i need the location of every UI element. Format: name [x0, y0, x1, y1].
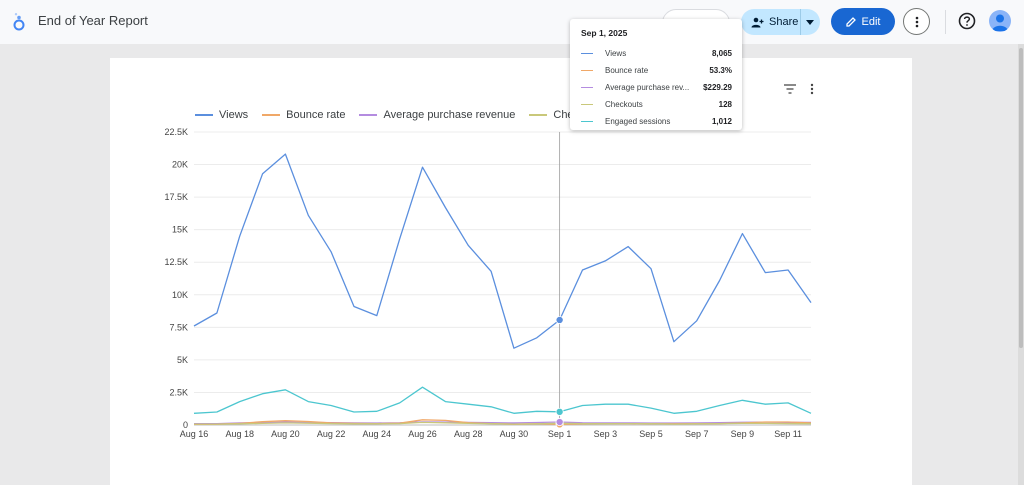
- tooltip-swatch: [581, 69, 593, 72]
- series-line-engaged-sessions: [193, 386, 812, 414]
- legend-label: Average purchase revenue: [383, 109, 516, 121]
- looker-studio-logo-icon[interactable]: [10, 12, 28, 32]
- edit-button[interactable]: Edit: [831, 8, 895, 35]
- x-tick-label: Sep 1: [548, 429, 572, 439]
- x-tick-label: Sep 9: [731, 429, 755, 439]
- hover-point: [555, 407, 564, 416]
- tooltip-row: Views 8,065: [581, 45, 732, 62]
- legend-item[interactable]: Average purchase revenue: [359, 109, 515, 121]
- tooltip-value: 128: [718, 100, 732, 109]
- tooltip-value: 8,065: [711, 49, 732, 58]
- y-tick-label: 15K: [172, 225, 188, 235]
- y-tick-label: 22.5K: [164, 127, 188, 137]
- tooltip-value: 53.3%: [709, 66, 732, 75]
- tooltip-row: Bounce rate 53.3%: [581, 62, 732, 79]
- y-tick-label: 5K: [177, 355, 188, 365]
- tooltip-value: 1,012: [711, 117, 732, 126]
- series-line-average-purchase-revenue: [193, 421, 812, 425]
- x-tick-label: Sep 7: [685, 429, 709, 439]
- report-title[interactable]: End of Year Report: [38, 13, 148, 28]
- scrollbar-thumb[interactable]: [1019, 48, 1023, 348]
- x-tick-label: Aug 18: [225, 429, 254, 439]
- x-tick-label: Aug 28: [454, 429, 483, 439]
- tooltip-row: Checkouts 128: [581, 96, 732, 113]
- share-dropdown[interactable]: [801, 9, 820, 35]
- x-tick-label: Sep 3: [594, 429, 618, 439]
- tooltip-swatch: [581, 52, 593, 55]
- x-tick-label: Sep 5: [639, 429, 663, 439]
- avatar[interactable]: [989, 10, 1011, 32]
- x-tick-label: Aug 24: [363, 429, 392, 439]
- hover-point: [555, 315, 564, 324]
- legend-swatch: [359, 114, 378, 116]
- toolbar-divider: [945, 10, 946, 34]
- y-tick-label: 10K: [172, 290, 188, 300]
- share-divider: [799, 9, 801, 35]
- legend-swatch: [195, 114, 213, 116]
- y-tick-label: 20K: [172, 160, 188, 170]
- help-icon[interactable]: [956, 10, 978, 32]
- add-person-icon: [751, 17, 764, 27]
- tooltip-label: Engaged sessions: [605, 117, 671, 126]
- tooltip-swatch: [581, 120, 593, 123]
- y-tick-label: 7.5K: [169, 322, 188, 332]
- tooltip-swatch: [581, 86, 593, 89]
- x-tick-label: Aug 22: [317, 429, 346, 439]
- tooltip-label: Checkouts: [605, 100, 643, 109]
- tooltip-swatch: [581, 103, 593, 106]
- y-tick-label: 12.5K: [164, 257, 188, 267]
- legend-item[interactable]: Views: [195, 109, 248, 121]
- legend-label: Views: [219, 109, 249, 121]
- y-tick-label: 2.5K: [169, 387, 188, 397]
- series-line-checkouts: [194, 421, 812, 425]
- tooltip-label: Bounce rate: [605, 66, 649, 75]
- share-main-action[interactable]: Share: [741, 9, 800, 35]
- legend-swatch: [262, 114, 281, 116]
- x-tick-label: Aug 16: [180, 429, 209, 439]
- legend-label: Bounce rate: [286, 109, 346, 121]
- more-vert-icon: [915, 16, 918, 27]
- caret-down-icon: [806, 19, 815, 25]
- account-icon: [992, 14, 1008, 31]
- x-tick-label: Aug 26: [408, 429, 437, 439]
- tooltip-row: Average purchase rev... $229.29: [581, 79, 732, 96]
- x-tick-label: Aug 30: [500, 429, 529, 439]
- share-button[interactable]: Share: [741, 9, 820, 35]
- y-tick-label: 0: [183, 420, 188, 430]
- more-options-button[interactable]: [903, 8, 930, 35]
- chart-tooltip: Sep 1, 2025 Views 8,065 Bounce rate 53.3…: [570, 19, 742, 130]
- y-tick-label: 17.5K: [164, 192, 188, 202]
- tooltip-date: Sep 1, 2025: [581, 28, 628, 38]
- tooltip-label: Average purchase rev...: [605, 83, 690, 92]
- x-tick-label: Aug 20: [271, 429, 300, 439]
- tooltip-value: $229.29: [703, 83, 732, 92]
- edit-label: Edit: [861, 15, 881, 28]
- share-label: Share: [769, 16, 799, 28]
- tooltip-label: Views: [605, 49, 627, 58]
- legend-item[interactable]: Bounce rate: [262, 109, 345, 121]
- filter-icon[interactable]: [783, 82, 797, 96]
- chart-more-icon[interactable]: [806, 82, 818, 96]
- x-tick-label: Sep 11: [774, 429, 802, 439]
- pencil-icon: [845, 16, 856, 27]
- hover-point: [555, 418, 564, 427]
- tooltip-row: Engaged sessions 1,012: [581, 113, 732, 130]
- series-line-views: [193, 153, 812, 349]
- legend-swatch: [529, 114, 548, 116]
